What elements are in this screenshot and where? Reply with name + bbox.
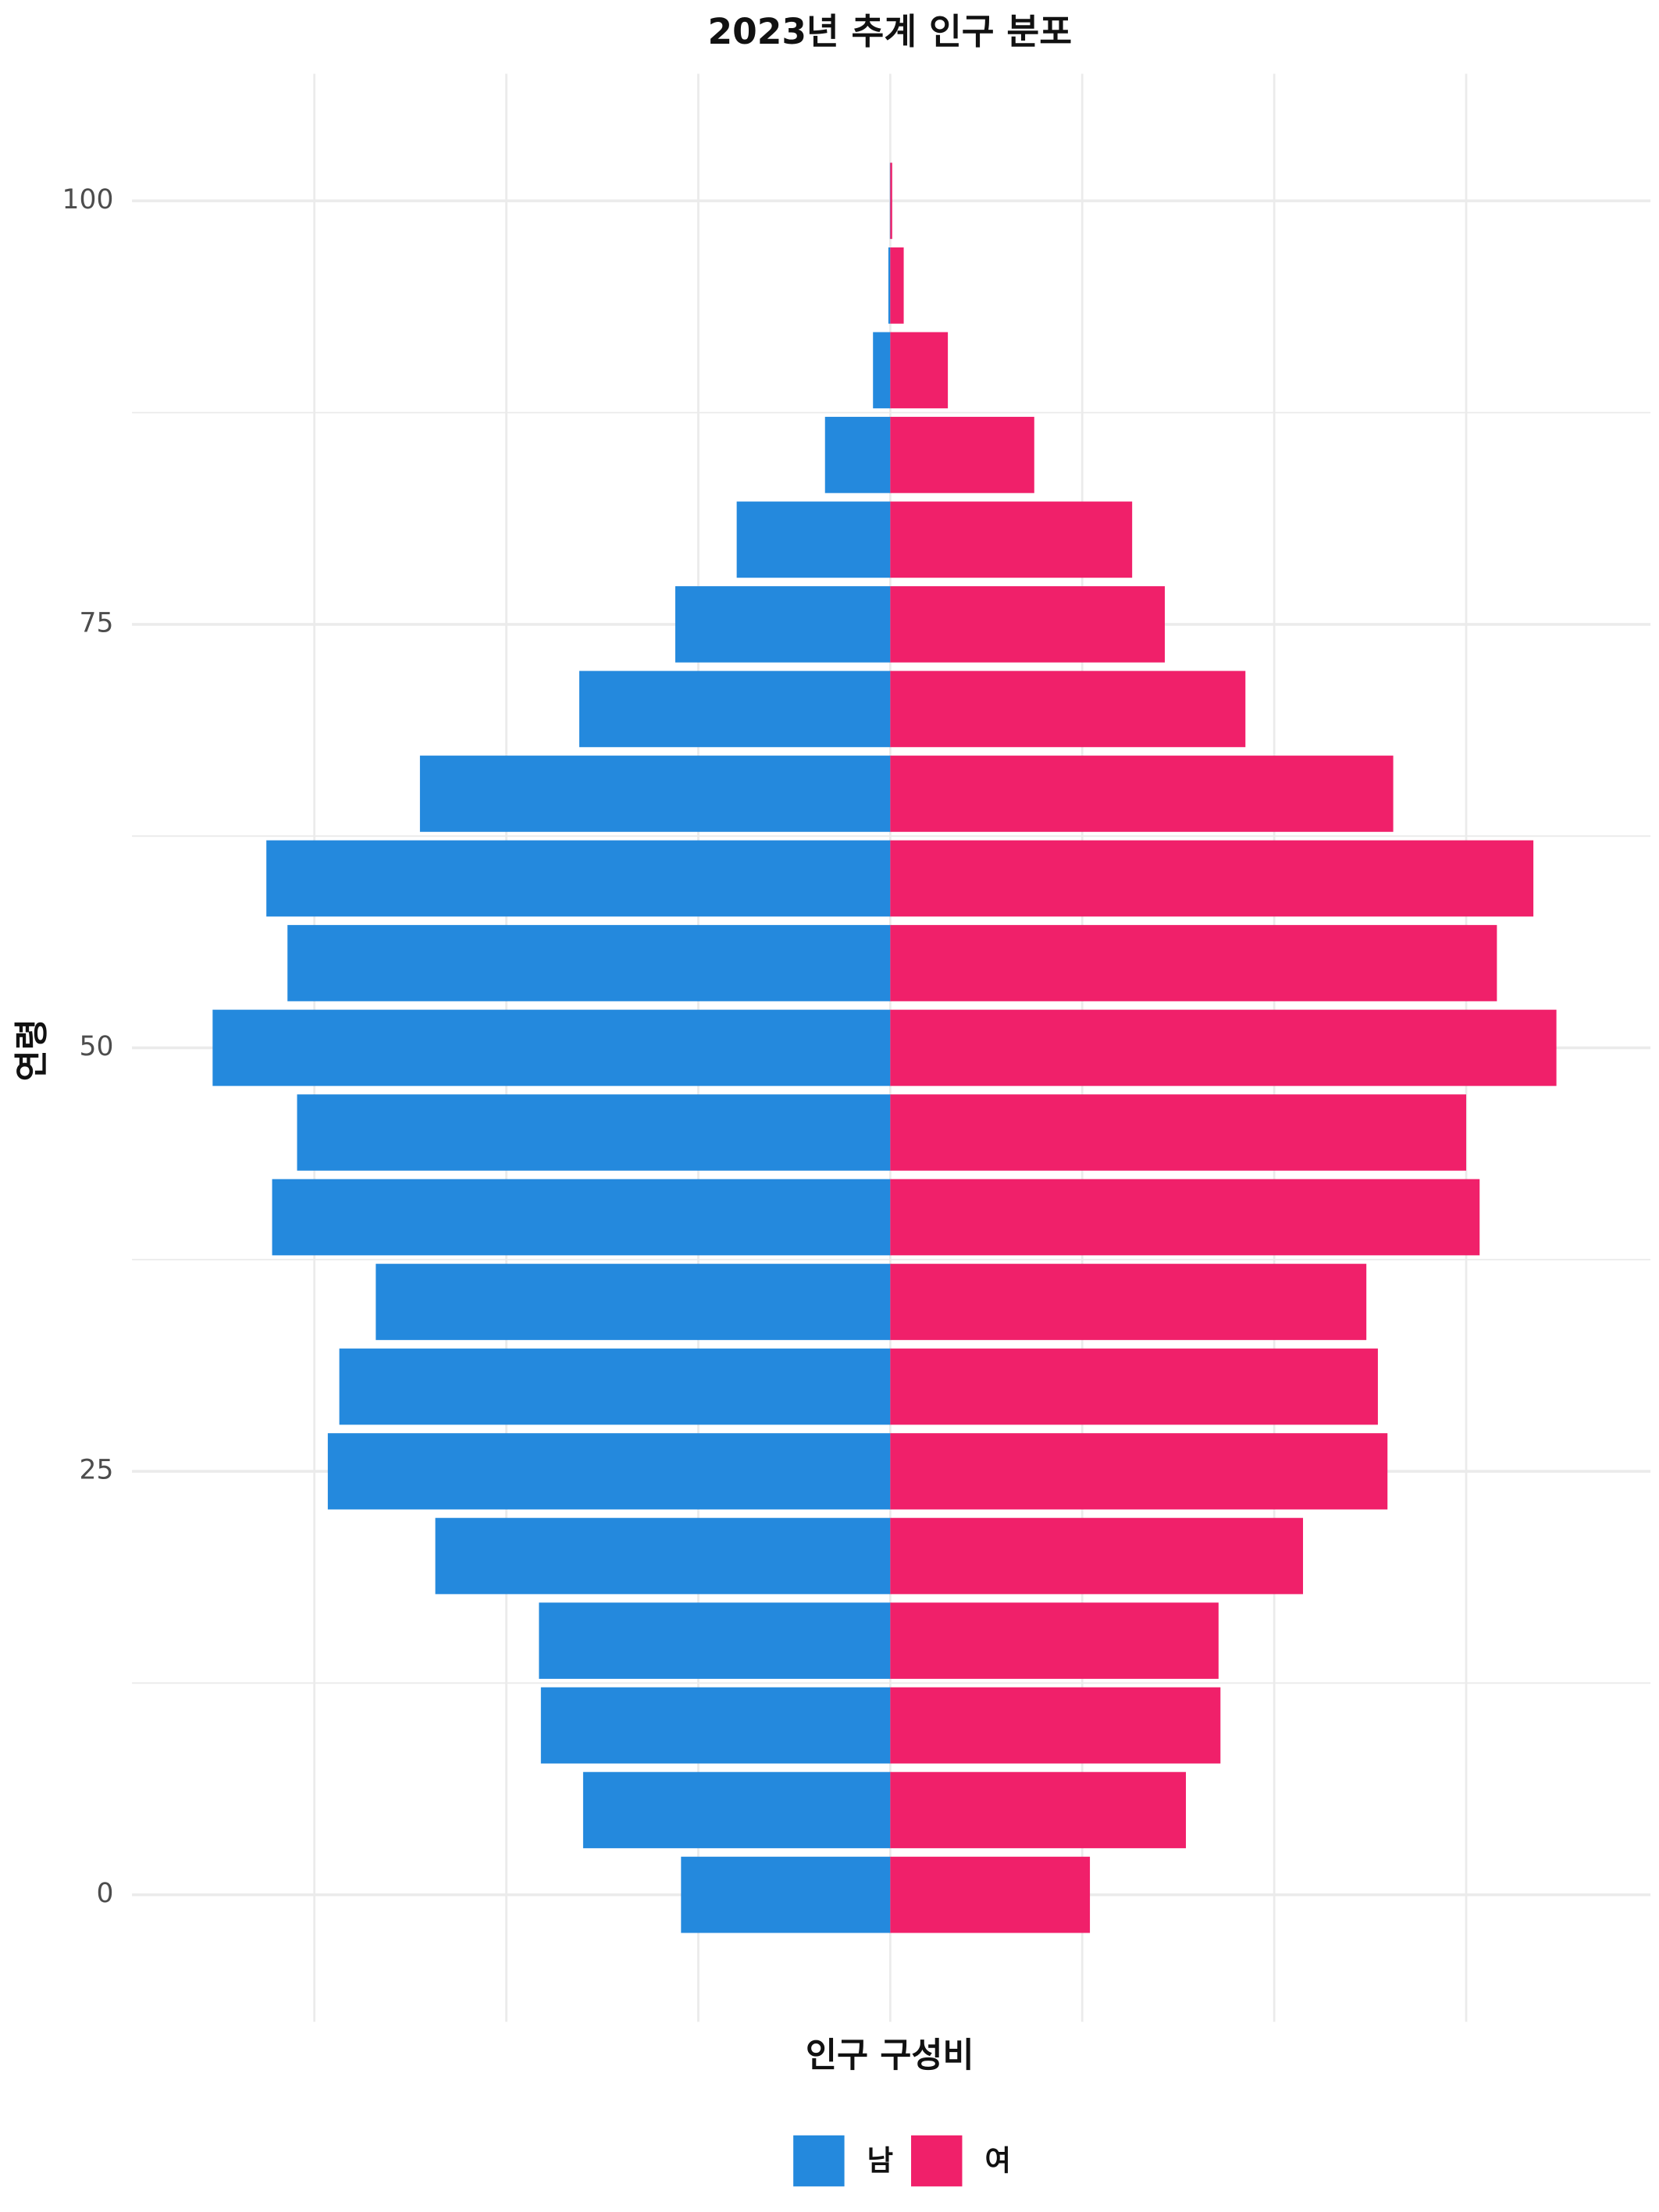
bar: [890, 1433, 1388, 1510]
bar: [539, 1602, 891, 1679]
bar: [272, 1179, 891, 1256]
bar: [212, 1009, 891, 1086]
bar: [327, 1433, 891, 1510]
bar: [890, 332, 949, 409]
bar: [890, 1687, 1221, 1764]
legend-swatch: [793, 2135, 845, 2187]
bar: [419, 756, 891, 832]
bar: [890, 247, 904, 324]
bar: [287, 925, 891, 1001]
bar: [890, 840, 1534, 917]
bar: [736, 501, 891, 578]
chart-title: 2023년 추계 인구 분포: [707, 11, 1072, 52]
bar: [339, 1348, 891, 1425]
y-tick-label: 75: [80, 607, 114, 638]
bar: [890, 756, 1394, 832]
bar: [824, 417, 891, 493]
bar: [435, 1517, 891, 1595]
legend-label: 여: [985, 2143, 1011, 2177]
legend-swatch: [911, 2135, 963, 2187]
bar: [890, 1009, 1557, 1086]
bar: [890, 501, 1133, 578]
y-tick-label: 0: [96, 1878, 113, 1909]
bar: [873, 332, 891, 409]
bar: [890, 1517, 1304, 1595]
y-axis-title: 연령: [13, 1019, 52, 1081]
bar: [890, 586, 1165, 663]
bar: [890, 670, 1246, 748]
y-tick-label: 25: [80, 1455, 114, 1486]
bar: [582, 1772, 891, 1848]
bar: [890, 1094, 1467, 1171]
bar: [675, 586, 891, 663]
bar: [890, 1602, 1219, 1679]
bar: [579, 670, 891, 748]
bar: [888, 247, 891, 324]
bar: [376, 1264, 891, 1340]
bar: [890, 1772, 1187, 1848]
bar: [890, 162, 892, 240]
bar: [890, 417, 1034, 493]
bar: [540, 1687, 891, 1764]
bar: [890, 1856, 1091, 1933]
bar: [890, 1264, 1367, 1340]
bar: [681, 1856, 891, 1933]
x-axis-title: 인구 구성비: [806, 2036, 974, 2075]
y-tick-label: 100: [62, 184, 114, 215]
y-tick-label: 50: [80, 1031, 114, 1062]
bar: [890, 1179, 1480, 1256]
legend-label: 남: [867, 2143, 893, 2177]
bar: [297, 1094, 891, 1171]
bar: [890, 1348, 1378, 1425]
bar: [890, 925, 1497, 1001]
bar: [266, 840, 891, 917]
